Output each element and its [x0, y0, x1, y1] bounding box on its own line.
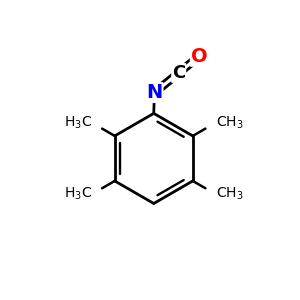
Text: CH$_3$: CH$_3$: [216, 114, 243, 131]
Text: H$_3$C: H$_3$C: [64, 114, 92, 131]
Text: C: C: [172, 64, 185, 82]
Text: CH$_3$: CH$_3$: [216, 186, 243, 202]
Text: O: O: [191, 47, 207, 66]
Text: H$_3$C: H$_3$C: [64, 186, 92, 202]
Text: N: N: [146, 83, 163, 102]
